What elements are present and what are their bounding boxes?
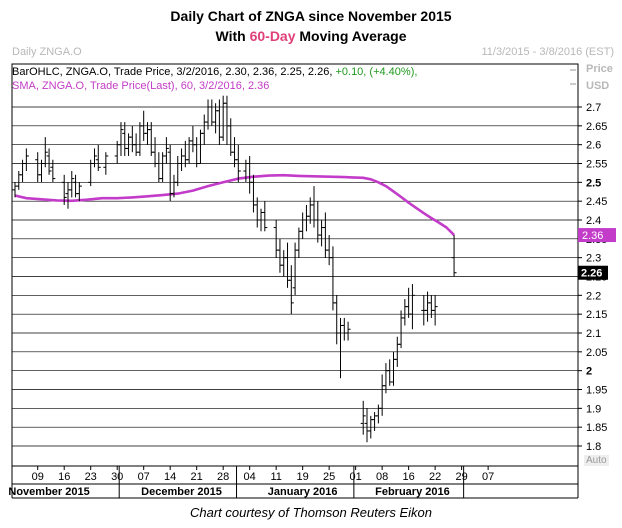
y-tick-label: 2 <box>586 366 592 378</box>
y-tick-label: 1.95 <box>586 385 607 397</box>
subtitle-prefix: With <box>215 28 250 44</box>
x-tick-label: 07 <box>482 471 494 483</box>
x-tick-label: 29 <box>456 471 468 483</box>
x-tick-label: 25 <box>323 471 335 483</box>
ohlc-legend-text: BarOHLC, ZNGA.O, Trade Price, 3/2/2016, … <box>12 66 333 78</box>
ohlc-legend-change: +0.10, (+4.40%), <box>335 66 418 78</box>
x-tick-label: 19 <box>297 471 309 483</box>
x-tick-label: 21 <box>191 471 203 483</box>
last-price-tag <box>578 265 608 280</box>
x-tick-label: 07 <box>138 471 150 483</box>
x-tick-label: 16 <box>403 471 415 483</box>
chart-name: Daily ZNGA.O <box>12 46 82 58</box>
sma-value-label: 2.36 <box>582 230 603 242</box>
x-tick-label: 30 <box>111 471 123 483</box>
y-tick-label: 2.55 <box>586 159 607 171</box>
ohlc-legend[interactable]: BarOHLC, ZNGA.O, Trade Price, 3/2/2016, … <box>12 66 417 78</box>
y-tick-label: 2.7 <box>586 102 601 114</box>
sma-value-tag <box>578 228 616 243</box>
auto-scale-button[interactable]: Auto <box>584 455 609 466</box>
x-tick-label: 22 <box>429 471 441 483</box>
month-label: December 2015 <box>141 486 222 498</box>
y-tick-label: 2.45 <box>586 196 607 208</box>
x-tick-label: 01 <box>350 471 362 483</box>
y-tick-label: 2.5 <box>586 177 601 189</box>
y-tick-label: 1.8 <box>586 441 601 453</box>
y-tick-label: 2.2 <box>586 290 601 302</box>
last-price-label: 2.26 <box>581 268 602 280</box>
subtitle-suffix: Moving Average <box>295 28 407 44</box>
x-tick-label: 28 <box>217 471 229 483</box>
x-tick-label: 04 <box>244 471 256 483</box>
plot-frame <box>11 63 579 467</box>
y-tick-label: 2.15 <box>586 309 607 321</box>
chart-title: Daily Chart of ZNGA since November 2015 <box>170 8 452 24</box>
y-tick-label: 1.9 <box>586 403 601 415</box>
sma-legend[interactable]: SMA, ZNGA.O, Trade Price(Last), 60, 3/2/… <box>12 80 270 92</box>
y-tick-label: 2.4 <box>586 215 601 227</box>
chart-subtitle: With 60-Day Moving Average <box>0 28 622 44</box>
y-tick-label: 2.3 <box>586 253 601 265</box>
month-label: November 2015 <box>8 486 89 498</box>
y-tick-label: 2.6 <box>586 140 601 152</box>
subtitle-accent: 60-Day <box>249 28 296 44</box>
y-tick-label: 2.05 <box>586 347 607 359</box>
x-tick-label: 09 <box>32 471 44 483</box>
x-tick-label: 08 <box>376 471 388 483</box>
x-tick-label: 16 <box>58 471 70 483</box>
chart-credit: Chart courtesy of Thomson Reuters Eikon <box>189 505 433 520</box>
date-range: 11/3/2015 - 3/8/2016 (EST) <box>481 46 615 58</box>
y-tick-label: 2.65 <box>586 121 607 133</box>
y-tick-label: 1.85 <box>586 422 607 434</box>
y-tick-label: 2.1 <box>586 328 601 340</box>
axis-unit-price: Price <box>586 63 613 75</box>
sma-line <box>14 173 456 237</box>
axis-unit-usd: USD <box>586 80 610 92</box>
month-label: February 2016 <box>375 486 450 498</box>
x-tick-label: 11 <box>270 471 281 483</box>
x-tick-label: 23 <box>85 471 97 483</box>
month-label: January 2016 <box>268 486 338 498</box>
x-tick-label: 14 <box>164 471 176 483</box>
